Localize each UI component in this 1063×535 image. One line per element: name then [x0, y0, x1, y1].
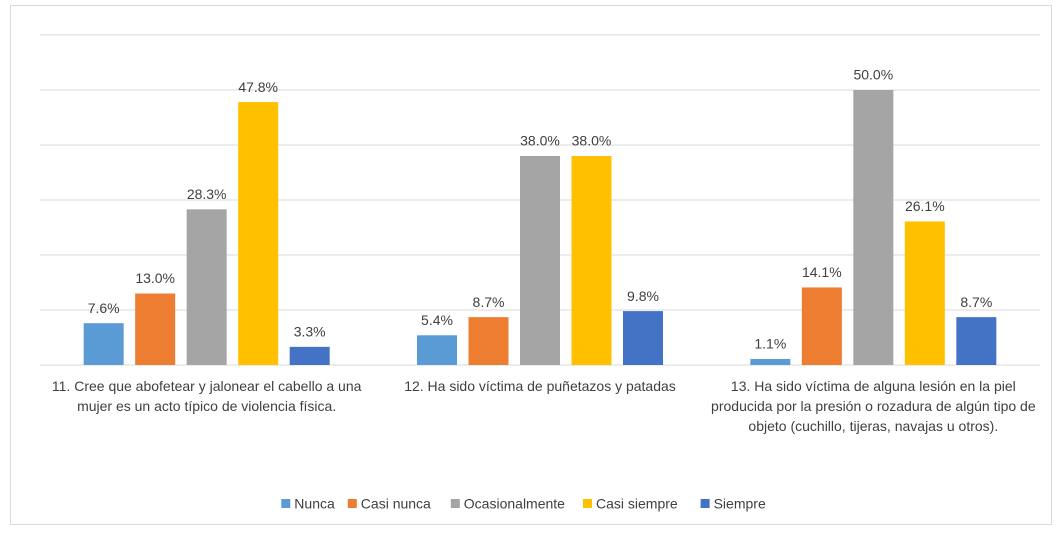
- legend-label: Casi nunca: [361, 496, 431, 512]
- x-tick-label: 11. Cree que abofetear y jalonear el cab…: [51, 378, 362, 414]
- data-label: 8.7%: [960, 294, 992, 310]
- legend-swatch: [281, 499, 291, 508]
- bar: [83, 323, 124, 365]
- bar: [956, 317, 997, 365]
- data-label: 38.0%: [572, 133, 612, 149]
- bar: [801, 287, 842, 365]
- data-label: 5.4%: [421, 312, 453, 328]
- bar: [623, 311, 663, 365]
- bar: [289, 346, 330, 365]
- data-label: 28.3%: [187, 186, 227, 202]
- bar: [468, 317, 509, 365]
- bar: [135, 293, 176, 365]
- data-label: 8.7%: [473, 294, 505, 310]
- bar: [186, 209, 227, 365]
- legend-swatch: [700, 499, 710, 508]
- data-label: 26.1%: [905, 198, 945, 214]
- data-label: 50.0%: [853, 67, 893, 83]
- data-label: 38.0%: [520, 133, 560, 149]
- bar: [238, 102, 279, 365]
- legend-label: Nunca: [294, 496, 335, 512]
- bar: [417, 335, 457, 365]
- bar: [904, 221, 945, 365]
- legend-label: Casi siempre: [596, 496, 678, 512]
- legend-swatch: [450, 499, 460, 508]
- legend-swatch: [347, 499, 357, 508]
- data-label: 13.0%: [135, 270, 175, 286]
- bar: [520, 156, 560, 365]
- bar: [571, 156, 612, 365]
- data-label: 1.1%: [754, 336, 786, 352]
- data-label: 9.8%: [627, 288, 659, 304]
- data-label: 7.6%: [88, 300, 120, 316]
- x-tick-label: 13. Ha sido víctima de alguna lesión en …: [711, 378, 1036, 434]
- data-label: 47.8%: [238, 79, 278, 95]
- legend-label: Ocasionalmente: [464, 496, 565, 512]
- chart-border: [10, 5, 1052, 525]
- legend-swatch: [583, 499, 592, 508]
- bar: [853, 90, 894, 365]
- data-label: 3.3%: [294, 324, 326, 340]
- legend-label: Siempre: [714, 496, 766, 512]
- bar: [750, 358, 791, 365]
- x-tick-label: 12. Ha sido víctima de puñetazos y patad…: [404, 378, 676, 394]
- data-label: 14.1%: [802, 264, 842, 280]
